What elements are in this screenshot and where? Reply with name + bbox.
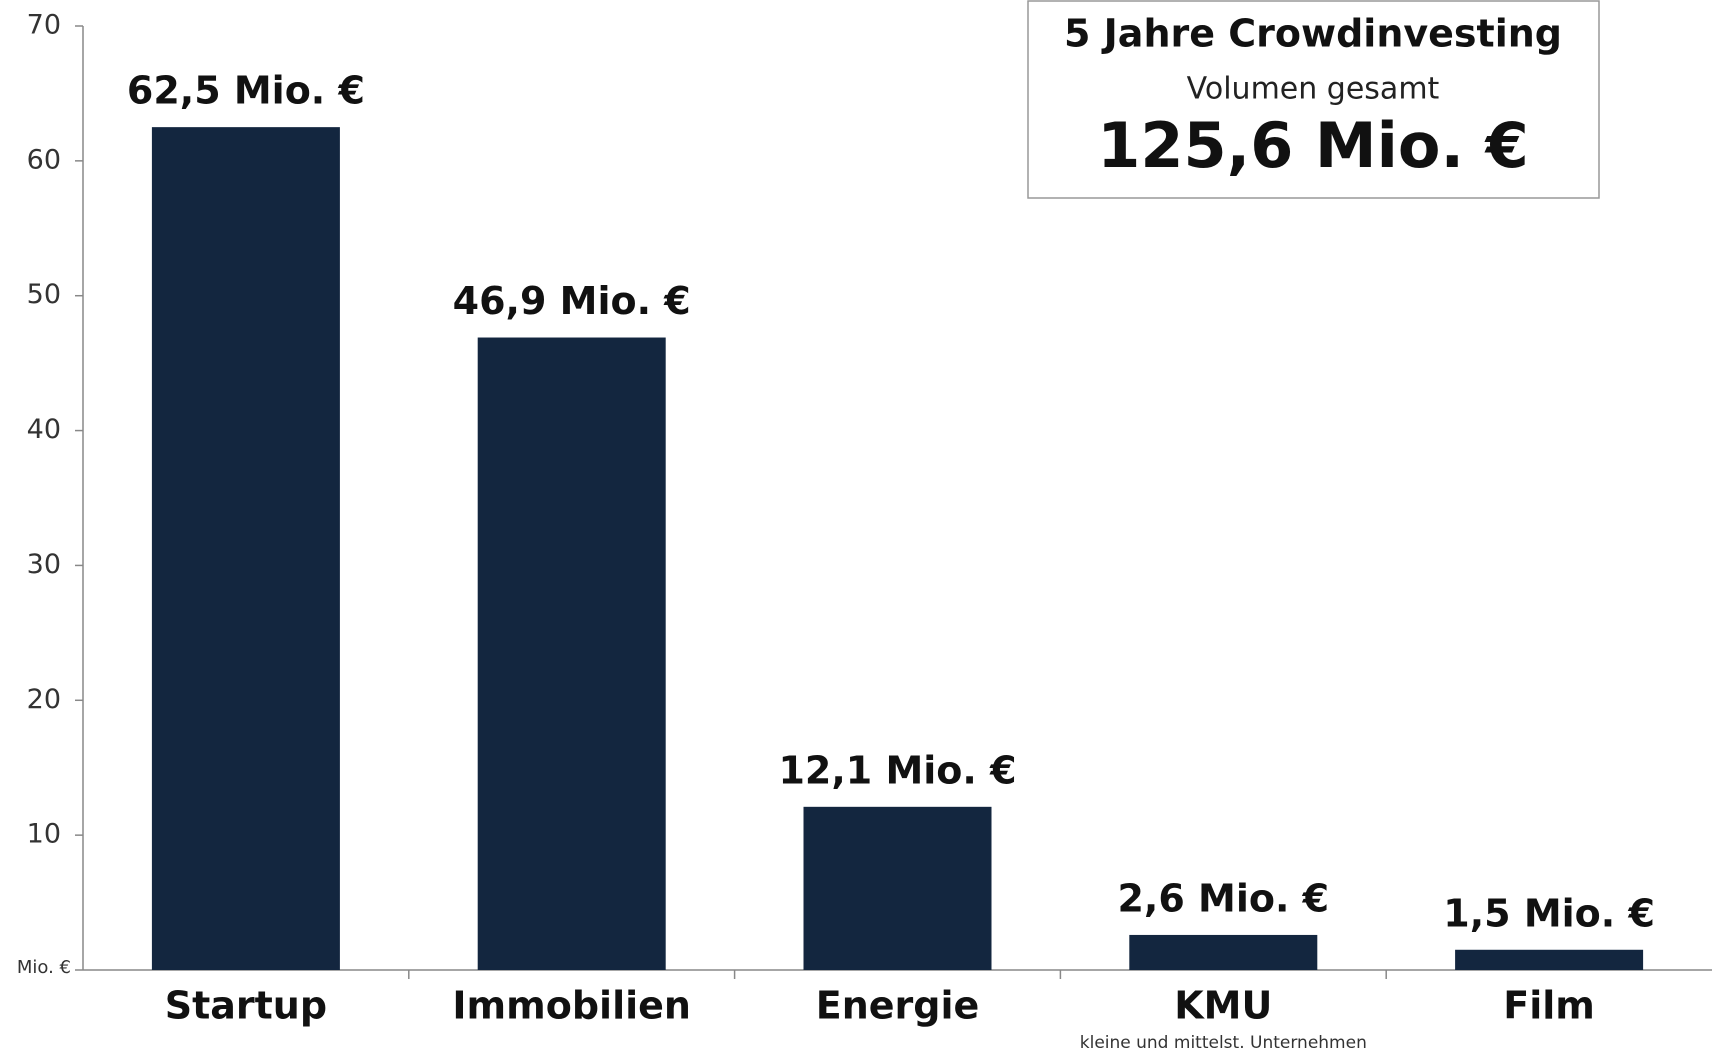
y-tick-label: 30	[27, 549, 61, 580]
bar	[803, 806, 992, 970]
bar	[1129, 934, 1318, 970]
y-tick-label: 60	[27, 144, 61, 175]
y-tick-label: 20	[27, 684, 61, 715]
x-tick-label: Immobilien	[452, 984, 691, 1028]
x-tick-label: Film	[1503, 984, 1595, 1028]
y-tick-label: Mio. €	[17, 957, 71, 978]
total-label: 125,6 Mio. €	[1097, 109, 1529, 182]
x-tick-label: Startup	[165, 984, 327, 1028]
y-tick-label: 40	[27, 414, 61, 445]
y-tick-label: 50	[27, 279, 61, 310]
bar	[477, 337, 666, 970]
value-label: 62,5 Mio. €	[127, 69, 365, 113]
value-label: 2,6 Mio. €	[1117, 876, 1329, 920]
x-tick-label: KMU	[1174, 984, 1272, 1028]
value-label: 46,9 Mio. €	[453, 279, 691, 323]
chart-title: 5 Jahre Crowdinvesting	[1064, 12, 1562, 56]
x-tick-label: Energie	[816, 984, 980, 1028]
bar	[1455, 949, 1644, 970]
value-label: 12,1 Mio. €	[778, 748, 1016, 792]
category-note: kleine und mittelst. Unternehmen	[1080, 1033, 1367, 1052]
summary-box	[1027, 0, 1600, 199]
y-tick-label: 10	[27, 819, 61, 850]
bar	[151, 127, 340, 970]
chart-subtitle: Volumen gesamt	[1187, 72, 1440, 107]
y-tick-label: 70	[27, 10, 61, 41]
value-label: 1,5 Mio. €	[1443, 891, 1655, 935]
